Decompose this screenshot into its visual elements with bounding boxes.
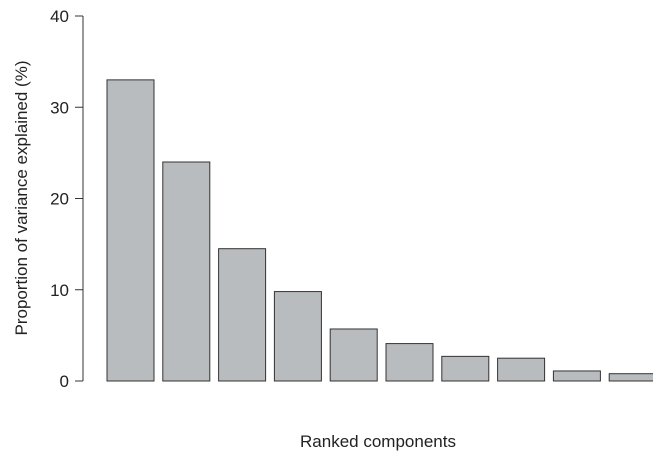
bar-component-5 <box>329 328 378 382</box>
y-tick-label: 10 <box>50 281 69 300</box>
bar-component-7 <box>441 355 490 382</box>
bar-component-2 <box>162 161 211 382</box>
bar-component-4 <box>273 291 322 382</box>
bar-component-10 <box>608 373 653 382</box>
bar-component-6 <box>385 343 434 382</box>
y-ticks: 0 10 20 30 40 <box>50 7 83 391</box>
x-axis-title: Ranked components <box>300 432 456 451</box>
y-tick-label: 0 <box>60 372 69 391</box>
y-tick-label: 20 <box>50 190 69 209</box>
bar-component-8 <box>497 357 546 382</box>
y-tick-label: 30 <box>50 98 69 117</box>
bar-component-9 <box>552 370 601 382</box>
y-tick-label: 40 <box>50 7 69 26</box>
y-axis-title: Proportion of variance explained (%) <box>12 61 31 336</box>
bar-component-3 <box>218 248 267 382</box>
bars <box>106 79 653 382</box>
bar-component-1 <box>106 79 155 382</box>
